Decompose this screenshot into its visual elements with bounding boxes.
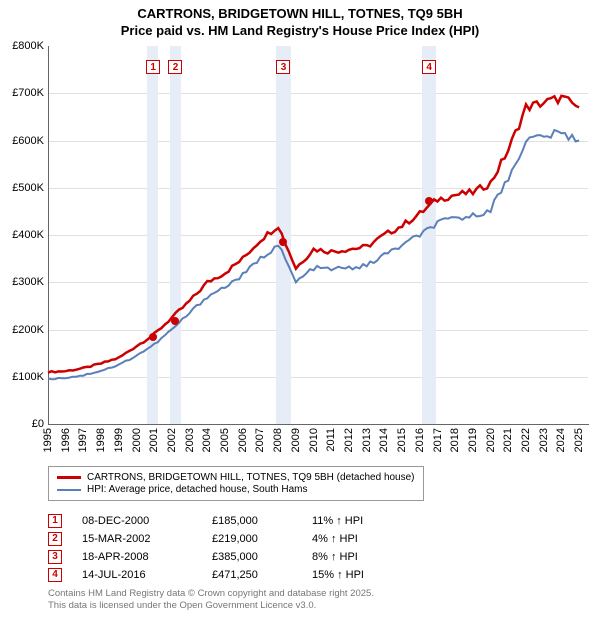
xtick-label: 2006 (237, 428, 249, 452)
sales-row-pct: 15% ↑ HPI (312, 569, 412, 581)
sales-row: 2 15-MAR-2002£219,0004% ↑ HPI (48, 530, 412, 548)
xtick-label: 2021 (502, 428, 514, 452)
ytick-label: £100K (12, 371, 44, 383)
sales-row-date: 15-MAR-2002 (82, 533, 212, 545)
xtick-label: 2005 (219, 428, 231, 452)
sale-dot (149, 333, 157, 341)
xtick-label: 2001 (148, 428, 160, 452)
sale-marker-box: 4 (422, 60, 436, 74)
sales-row-num: 2 (48, 532, 62, 546)
xtick-label: 1996 (60, 428, 72, 452)
sales-row-date: 14-JUL-2016 (82, 569, 212, 581)
ytick-label: £700K (12, 87, 44, 99)
sales-row-pct: 11% ↑ HPI (312, 515, 412, 527)
sales-row-pct: 4% ↑ HPI (312, 533, 412, 545)
sales-row-date: 18-APR-2008 (82, 551, 212, 563)
sales-table: 1 08-DEC-2000£185,00011% ↑ HPI 2 15-MAR-200… (48, 512, 412, 584)
xtick-label: 2022 (520, 428, 532, 452)
legend-swatch (57, 476, 81, 479)
sale-dot (425, 197, 433, 205)
xtick-label: 2020 (485, 428, 497, 452)
sale-dot (279, 238, 287, 246)
chart-title: CARTRONS, BRIDGETOWN HILL, TOTNES, TQ9 5… (0, 0, 600, 40)
xtick-label: 2010 (308, 428, 320, 452)
sales-row: 3 18-APR-2008£385,0008% ↑ HPI (48, 548, 412, 566)
chart-container: CARTRONS, BRIDGETOWN HILL, TOTNES, TQ9 5… (0, 0, 600, 620)
xtick-label: 2009 (290, 428, 302, 452)
xtick-label: 2007 (254, 428, 266, 452)
xtick-label: 2004 (201, 428, 213, 452)
footer-line-2: This data is licensed under the Open Gov… (48, 600, 374, 612)
sale-marker-box: 3 (276, 60, 290, 74)
sale-dot (171, 317, 179, 325)
sales-row-price: £385,000 (212, 551, 312, 563)
xtick-label: 2012 (343, 428, 355, 452)
ytick-label: £400K (12, 229, 44, 241)
xtick-label: 2018 (449, 428, 461, 452)
footer-line-1: Contains HM Land Registry data © Crown c… (48, 588, 374, 600)
sales-row-num: 3 (48, 550, 62, 564)
legend: CARTRONS, BRIDGETOWN HILL, TOTNES, TQ9 5… (48, 466, 424, 501)
series-line (48, 96, 579, 373)
sale-marker-box: 1 (146, 60, 160, 74)
xtick-label: 2017 (432, 428, 444, 452)
xtick-label: 2025 (573, 428, 585, 452)
legend-row: CARTRONS, BRIDGETOWN HILL, TOTNES, TQ9 5… (57, 472, 415, 483)
ytick-label: £600K (12, 135, 44, 147)
sales-row-num: 1 (48, 514, 62, 528)
sales-row-price: £185,000 (212, 515, 312, 527)
xtick-label: 2014 (378, 428, 390, 452)
sales-row: 4 14-JUL-2016£471,25015% ↑ HPI (48, 566, 412, 584)
title-line-2: Price paid vs. HM Land Registry's House … (0, 23, 600, 40)
xtick-label: 2013 (361, 428, 373, 452)
xtick-label: 2015 (396, 428, 408, 452)
sales-row-price: £471,250 (212, 569, 312, 581)
xtick-label: 2003 (184, 428, 196, 452)
xtick-label: 2019 (467, 428, 479, 452)
legend-row: HPI: Average price, detached house, Sout… (57, 484, 415, 495)
legend-swatch (57, 489, 81, 491)
xtick-label: 1998 (95, 428, 107, 452)
xtick-label: 1995 (42, 428, 54, 452)
chart-lines (48, 46, 588, 424)
footer-attribution: Contains HM Land Registry data © Crown c… (48, 588, 374, 612)
xtick-label: 2011 (325, 428, 337, 452)
xtick-label: 1997 (77, 428, 89, 452)
title-line-1: CARTRONS, BRIDGETOWN HILL, TOTNES, TQ9 5… (0, 6, 600, 23)
sales-row-num: 4 (48, 568, 62, 582)
xtick-label: 1999 (113, 428, 125, 452)
sales-row-pct: 8% ↑ HPI (312, 551, 412, 563)
xtick-label: 2023 (538, 428, 550, 452)
ytick-label: £800K (12, 40, 44, 52)
xtick-label: 2008 (272, 428, 284, 452)
xtick-label: 2000 (131, 428, 143, 452)
sales-row: 1 08-DEC-2000£185,00011% ↑ HPI (48, 512, 412, 530)
xtick-label: 2024 (555, 428, 567, 452)
ytick-label: £200K (12, 324, 44, 336)
xtick-label: 2016 (414, 428, 426, 452)
sales-row-date: 08-DEC-2000 (82, 515, 212, 527)
xtick-label: 2002 (166, 428, 178, 452)
ytick-label: £500K (12, 182, 44, 194)
sale-marker-box: 2 (168, 60, 182, 74)
legend-label: HPI: Average price, detached house, Sout… (87, 484, 308, 495)
legend-label: CARTRONS, BRIDGETOWN HILL, TOTNES, TQ9 5… (87, 472, 415, 483)
ytick-label: £300K (12, 276, 44, 288)
sales-row-price: £219,000 (212, 533, 312, 545)
